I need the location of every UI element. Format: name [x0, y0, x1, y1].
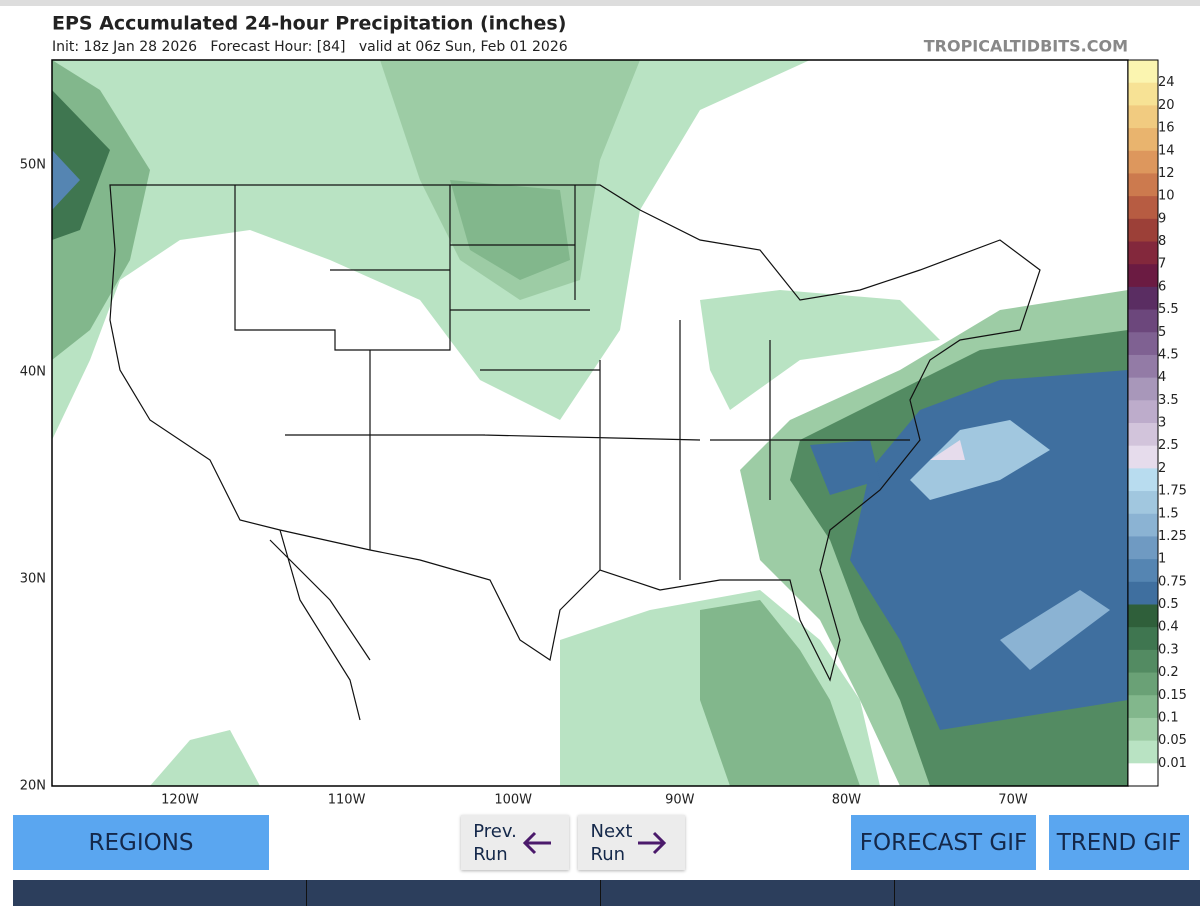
tab[interactable] — [307, 880, 601, 906]
colorbar-label: 1.75 — [1158, 484, 1187, 499]
colorbar-swatch — [1128, 332, 1158, 356]
colorbar-swatch — [1128, 105, 1158, 129]
regions-button[interactable]: REGIONS — [13, 815, 269, 870]
run-word: Run — [473, 843, 508, 865]
map-page: EPS Accumulated 24-hour Precipitation (i… — [0, 0, 1200, 808]
colorbar-swatch — [1128, 241, 1158, 265]
colorbar-label: 20 — [1158, 98, 1175, 113]
prev-label: Prev. Run — [473, 820, 517, 866]
lat-label: 50N — [20, 158, 46, 173]
colorbar-swatch — [1128, 740, 1158, 764]
colorbar-label: 0.1 — [1158, 710, 1179, 725]
colorbar-swatch — [1128, 763, 1158, 787]
tab[interactable] — [601, 880, 895, 906]
colorbar-swatch — [1128, 309, 1158, 333]
colorbar-swatch — [1128, 354, 1158, 379]
colorbar-swatch — [1128, 559, 1158, 583]
colorbar-label: 14 — [1158, 143, 1175, 158]
colorbar-swatch — [1128, 377, 1158, 401]
colorbar-label: 4 — [1158, 370, 1166, 385]
colorbar-label: 0.5 — [1158, 597, 1179, 612]
lat-label: 20N — [20, 779, 46, 794]
next-run-button[interactable]: Next Run — [578, 815, 685, 870]
lon-label: 100W — [494, 793, 532, 808]
colorbar-swatch — [1128, 536, 1158, 560]
colorbar-label: 16 — [1158, 121, 1175, 136]
bottom-bar — [13, 880, 1200, 906]
lat-label: 30N — [20, 572, 46, 587]
colorbar-label: 9 — [1158, 211, 1166, 226]
right-arrow — [638, 831, 667, 854]
colorbar-label: 8 — [1158, 234, 1166, 249]
tab[interactable] — [13, 880, 307, 906]
colorbar-swatch — [1128, 513, 1158, 537]
colorbar-swatch — [1128, 82, 1158, 106]
site-name: TROPICALTIDBITS.COM — [924, 37, 1128, 56]
forecast-gif-button[interactable]: FORECAST GIF — [851, 815, 1036, 870]
colorbar-swatch — [1128, 649, 1158, 674]
colorbar-swatch — [1128, 218, 1158, 242]
lon-label: 70W — [998, 793, 1028, 808]
colorbar-label: 0.75 — [1158, 574, 1187, 589]
colorbar-label: 0.2 — [1158, 665, 1179, 680]
left-arrow — [522, 831, 551, 854]
trend-gif-button[interactable]: TREND GIF — [1049, 815, 1189, 870]
colorbar-swatch — [1128, 491, 1158, 515]
top-bar — [0, 0, 1200, 6]
colorbar-swatch — [1128, 627, 1158, 651]
prev-word: Prev. — [473, 820, 517, 842]
colorbar-swatch — [1128, 717, 1158, 742]
colorbar-label: 5 — [1158, 325, 1166, 340]
colorbar-label: 10 — [1158, 189, 1175, 204]
title: EPS Accumulated 24-hour Precipitation (i… — [52, 13, 566, 35]
colorbar-swatch — [1128, 150, 1158, 174]
colorbar-label: 1 — [1158, 552, 1166, 567]
colorbar-label: 7 — [1158, 257, 1166, 272]
lon-label: 80W — [832, 793, 862, 808]
colorbar-label: 24 — [1158, 75, 1175, 90]
colorbar-label: 5.5 — [1158, 302, 1179, 317]
run-word: Run — [590, 843, 626, 865]
colorbar-label: 4.5 — [1158, 347, 1179, 362]
tab[interactable] — [895, 880, 1200, 906]
lon-label: 90W — [665, 793, 695, 808]
colorbar-swatch — [1128, 423, 1158, 447]
colorbar-label: 0.01 — [1158, 756, 1187, 771]
colorbar-label: 3 — [1158, 416, 1166, 431]
next-label: Next Run — [591, 820, 633, 866]
colorbar-swatch — [1128, 196, 1158, 220]
colorbar-swatch — [1128, 695, 1158, 719]
colorbar-label: 0.4 — [1158, 620, 1179, 635]
colorbar-swatch — [1128, 400, 1158, 424]
colorbar-label: 0.15 — [1158, 688, 1187, 703]
colorbar-swatch — [1128, 264, 1158, 288]
colorbar-swatch — [1128, 286, 1158, 311]
colorbar-swatch — [1128, 60, 1158, 84]
colorbar-swatch — [1128, 445, 1158, 469]
colorbar-label: 2 — [1158, 461, 1166, 476]
next-word: Next — [590, 820, 633, 842]
colorbar-label: 2.5 — [1158, 438, 1179, 453]
colorbar-label: 12 — [1158, 166, 1175, 181]
colorbar-swatch — [1128, 468, 1158, 492]
colorbar-label: 0.3 — [1158, 642, 1179, 657]
colorbar-label: 3.5 — [1158, 393, 1179, 408]
colorbar-label: 1.25 — [1158, 529, 1187, 544]
colorbar-frame — [1127, 59, 1159, 787]
lon-label: 110W — [328, 793, 366, 808]
colorbar-swatch — [1128, 128, 1158, 152]
colorbar-swatch — [1128, 604, 1158, 628]
colorbar-label: 1.5 — [1158, 506, 1179, 521]
lat-label: 40N — [20, 365, 46, 380]
colorbar-swatch — [1128, 672, 1158, 696]
init-line: Init: 18z Jan 28 2026 Forecast Hour: [84… — [52, 39, 568, 55]
map — [51, 59, 1129, 787]
colorbar-swatch — [1128, 173, 1158, 197]
colorbar-label: 0.05 — [1158, 733, 1187, 748]
colorbar-swatch — [1128, 581, 1158, 605]
lon-label: 120W — [161, 793, 199, 808]
prev-run-button[interactable]: Prev. Run — [461, 815, 569, 870]
colorbar-label: 6 — [1158, 279, 1166, 294]
